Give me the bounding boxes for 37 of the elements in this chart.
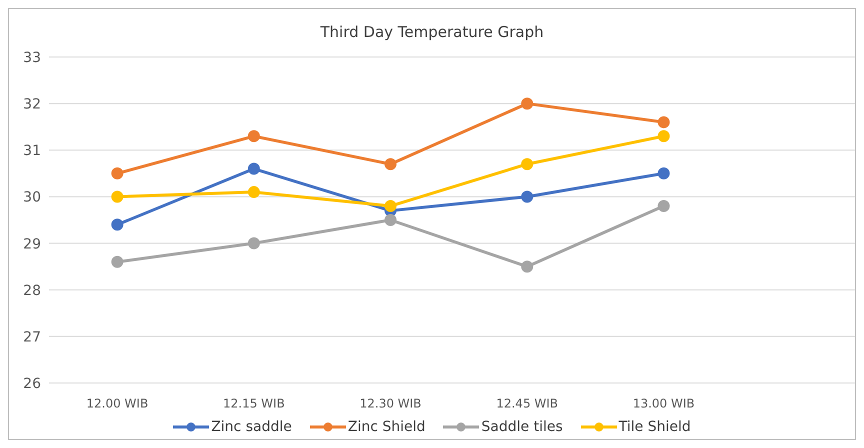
point [248,237,260,250]
x-tick-label: 12.00 WIB [86,396,148,411]
x-tick-label: 12.15 WIB [223,396,285,411]
x-tick-label: 12.30 WIB [360,396,422,411]
y-tick-label: 27 [23,329,41,346]
point [658,167,670,180]
point [384,200,397,212]
y-tick-label: 33 [23,50,41,66]
point [111,218,124,231]
point [521,260,534,273]
legend-label: Saddle tiles [480,419,563,435]
point [111,190,124,203]
chart-title: Third Day Temperature Graph [319,22,545,43]
y-tick-label: 32 [23,96,41,113]
point [521,190,534,203]
y-tick-label: 29 [23,236,41,252]
x-tick-label: 12.45 WIB [496,396,558,411]
y-tick-label: 31 [23,143,41,160]
legend-label: Zinc saddle [210,419,292,435]
point [384,158,397,170]
legend-label: Zinc Shield [346,419,426,435]
point [658,116,670,128]
y-tick-label: 30 [23,190,41,206]
point [248,186,260,198]
legend-label: Tile Shield [618,419,691,435]
point [248,130,260,142]
point [521,98,534,110]
y-tick-label: 28 [23,282,41,299]
y-tick-label: 26 [23,376,42,392]
point [248,162,260,175]
point [658,130,670,142]
point [658,200,670,212]
point [521,158,534,170]
x-tick-label: 13.00 WIB [632,396,695,411]
point [111,167,124,180]
point [384,214,397,226]
point [111,256,124,268]
